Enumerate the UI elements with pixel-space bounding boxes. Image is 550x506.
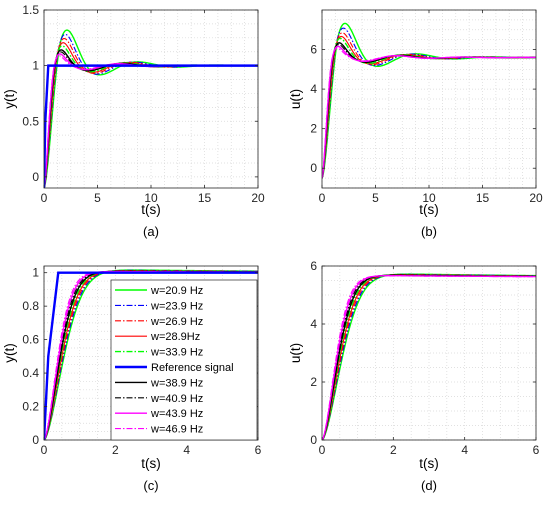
chart-panel-d: 0 2 4 6 0 2 4 6 t(s) u(t) (d)	[288, 259, 540, 493]
legend-entry-label: w=38.9 Hz	[150, 377, 203, 389]
x-tick-label: 15	[198, 191, 212, 205]
y-tick-label: 0	[310, 161, 317, 175]
x-tick-label: 4	[183, 443, 190, 457]
y-tick-label: 0.6	[22, 333, 39, 347]
x-tick-label: 6	[255, 443, 262, 457]
y-tick-label: 4	[310, 317, 317, 331]
y-tick-label: 0.4	[22, 366, 39, 380]
legend-entry-label: w=23.9 Hz	[150, 300, 203, 312]
x-tick-label: 0	[41, 443, 48, 457]
y-axis-label: u(t)	[288, 343, 303, 363]
legend-entry-label: w=40.9 Hz	[150, 393, 203, 405]
series-line-9	[322, 275, 536, 440]
series-group	[44, 269, 258, 440]
y-tick-label: 0	[310, 433, 317, 447]
series-line-9	[322, 47, 536, 179]
x-tick-label: 0	[319, 443, 326, 457]
legend-entry-label: w=33.9 Hz	[150, 347, 203, 359]
y-tick-label: 6	[310, 259, 317, 273]
x-axis-label: t(s)	[141, 202, 161, 217]
legend-entry-label: w=46.9 Hz	[150, 424, 203, 436]
x-tick-label: 5	[372, 191, 379, 205]
x-axis-label: t(s)	[419, 202, 439, 217]
series-group	[322, 22, 536, 179]
y-tick-label: 0	[32, 170, 39, 184]
legend-entry-label: w=20.9 Hz	[150, 285, 203, 297]
y-axis-label: y(t)	[2, 89, 17, 109]
chart-panel-a: 0 5 10 15 20 0 0.5 1 1.5 t(s) y(t) (a)	[2, 3, 265, 239]
x-tick-label: 4	[461, 443, 468, 457]
chart-panel-b: 0 5 10 15 20 0 2 4 6 t(s) u(t) (b)	[288, 9, 543, 239]
plot-area	[44, 10, 258, 188]
legend: w=20.9 Hz w=23.9 Hz w=26.9 Hz w=28.9Hz w=33.…	[110, 279, 258, 441]
panel-caption: (d)	[421, 478, 437, 493]
reference-line	[44, 271, 258, 440]
x-tick-label: 15	[476, 191, 490, 205]
x-tick-label: 10	[422, 191, 436, 205]
x-axis-label: t(s)	[419, 456, 439, 471]
x-tick-label: 20	[251, 191, 265, 205]
x-tick-label: 0	[41, 191, 48, 205]
y-tick-label: 1.5	[22, 3, 39, 17]
legend-entry-label: Reference signal	[151, 362, 234, 374]
chart-panel-c: 0 2 4 600.20.40.60.81t(s)y(t)(c)w=20.9 Hzw=…	[2, 265, 262, 493]
x-tick-label: 20	[529, 191, 543, 205]
series-line-2	[322, 27, 536, 179]
y-tick-label: 0	[32, 433, 39, 447]
panel-caption: (a)	[143, 224, 159, 239]
y-tick-label: 0.8	[22, 299, 39, 313]
legend-entry-label: w=43.9 Hz	[150, 408, 203, 420]
y-tick-label: 2	[310, 122, 317, 136]
panel-caption: (b)	[421, 224, 437, 239]
y-tick-label: 0.2	[22, 400, 39, 414]
legend-entry-label: w=28.9Hz	[150, 331, 200, 343]
x-tick-label: 6	[533, 443, 540, 457]
x-tick-label: 5	[94, 191, 101, 205]
x-tick-label: 2	[390, 443, 397, 457]
series-group	[322, 273, 536, 440]
series-group	[44, 29, 258, 188]
y-axis-label: u(t)	[288, 89, 303, 109]
y-tick-label: 1	[32, 266, 39, 280]
legend-entry-label: w=26.9 Hz	[150, 316, 203, 328]
reference-line	[44, 64, 258, 188]
y-tick-label: 1	[32, 59, 39, 73]
y-axis-label: y(t)	[2, 343, 17, 363]
x-tick-label: 0	[319, 191, 326, 205]
plot-area	[322, 10, 536, 188]
x-tick-label: 10	[144, 191, 158, 205]
y-tick-label: 4	[310, 82, 317, 96]
x-tick-label: 2	[112, 443, 119, 457]
panel-caption: (c)	[143, 478, 158, 493]
axes-box	[321, 265, 537, 441]
x-axis-label: t(s)	[141, 456, 161, 471]
y-tick-label: 0.5	[22, 114, 39, 128]
y-tick-label: 2	[310, 375, 317, 389]
y-tick-label: 6	[310, 43, 317, 57]
